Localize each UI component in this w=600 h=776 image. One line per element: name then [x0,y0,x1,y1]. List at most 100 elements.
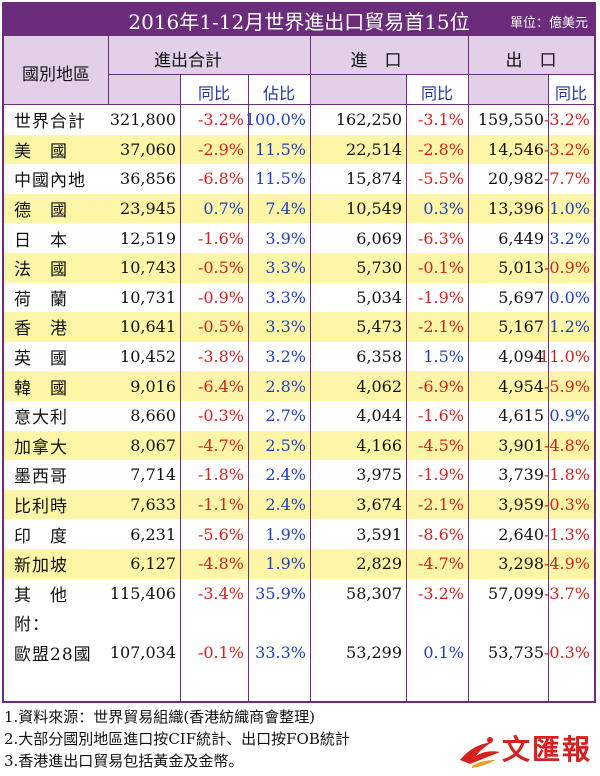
header-total-cell [108,36,310,74]
cell-imp: 22,514 [346,139,402,159]
cell-imp: 2,829 [356,554,402,574]
table-row: 日 本 12,519 -1.6% 3.9% 6,069 -6.3% 6,449 3.2% [4,223,594,253]
header-exports: 出 口 [505,51,557,71]
cell-imp: 6,069 [356,228,402,248]
cell-name: 歐盟28國 [14,645,92,666]
cell-exp: 5,167 [498,317,544,337]
cell-exp-yoy: 1.0% [549,199,590,219]
cell-exp-yoy: -11.0% [533,347,590,367]
table-title: 2016年1-12月世界進出口貿易首15位 [128,10,470,34]
cell-total-yoy: -1.1% [197,495,244,515]
cell-imp: 3,975 [356,465,402,485]
cell-total-yoy: -0.1% [197,643,244,663]
divider [108,36,109,104]
cell-exp: 3,959 [498,495,544,515]
cell-imp-yoy: -5.5% [417,169,464,189]
cell-total: 115,406 [109,583,176,603]
cell-exp-yoy: 1.2% [549,317,590,337]
cell-share: 3.9% [265,228,306,248]
cell-imp-yoy: -6.9% [417,376,464,396]
cell-share: 2.5% [265,435,306,455]
cell-share: 3.2% [265,347,306,367]
cell-imp: 4,062 [356,376,402,396]
newspaper-logo: 文匯報 [454,726,600,772]
table-row: 世界合計 321,800 -3.2% 100.0% 162,250 -3.1% 159,55… [4,105,594,135]
cell-total: 23,945 [120,199,176,219]
cell-imp-yoy: -4.5% [417,435,464,455]
bird-logo-icon [460,737,500,768]
table-row: 中國內地 36,856 -6.8% 11.5% 15,874 -5.5% 20,982 -7.… [4,164,594,194]
table-row: 印 度 6,231 -5.6% 1.9% 3,591 -8.6% 2,640 -1.3% [4,519,594,549]
cell-total: 36,856 [120,169,176,189]
divider [108,74,594,75]
cell-imp: 10,549 [346,199,402,219]
cell-name: 意大利 [14,408,68,429]
table-row: 歐盟28國 107,034 -0.1% 33.3% 53,299 0.1% 53,735 -0… [4,638,594,668]
cell-total: 10,452 [120,347,176,367]
cell-exp: 5,697 [498,287,544,307]
cell-share: 1.9% [265,524,306,544]
cell-share: 100.0% [244,110,306,130]
cell-exp-yoy: -0.3% [543,643,590,663]
table-row: 韓 國 9,016 -6.4% 2.8% 4,062 -6.9% 4,954 -5.9% [4,371,594,401]
cell-total: 7,714 [130,465,176,485]
cell-share: 11.5% [255,169,306,189]
cell-name: 附： [14,615,50,636]
cell-exp: 3,739 [498,465,544,485]
cell-share: 3.3% [265,287,306,307]
cell-share: 7.4% [265,199,306,219]
divider [4,104,594,105]
cell-total: 12,519 [120,228,176,248]
cell-name: 加拿大 [14,437,68,458]
header-imports-sub-blank [310,74,406,104]
cell-total: 10,731 [120,287,176,307]
cell-name: 美 國 [14,141,68,162]
cell-imp: 162,250 [335,110,402,130]
cell-total-yoy: -0.9% [197,287,244,307]
header-total: 進出合計 [154,51,222,71]
cell-imp-yoy: -6.3% [417,228,464,248]
cell-exp: 6,449 [498,228,544,248]
cell-exp-yoy: -1.3% [543,524,590,544]
header-region-cell [4,36,108,104]
cell-exp: 57,099 [488,583,544,603]
cell-imp-yoy: -3.2% [417,583,464,603]
cell-exp-yoy: -0.9% [543,258,590,278]
cell-imp-yoy: -8.6% [417,524,464,544]
cell-name: 中國內地 [14,171,86,192]
cell-exp-yoy: -5.9% [543,376,590,396]
cell-imp-yoy: -2.1% [417,317,464,337]
header-imports: 進 口 [350,51,402,71]
cell-exp: 5,013 [498,258,544,278]
table-row: 法 國 10,743 -0.5% 3.3% 5,730 -0.1% 5,013 -0.9% [4,253,594,283]
cell-name: 印 度 [14,526,68,547]
cell-share: 33.3% [255,643,306,663]
cell-total-yoy: -1.8% [197,465,244,485]
divider [468,36,469,702]
cell-exp-yoy: -0.3% [543,495,590,515]
cell-imp: 15,874 [346,169,402,189]
cell-total: 8,660 [130,406,176,426]
cell-total: 37,060 [120,139,176,159]
cell-name: 荷 蘭 [14,289,68,310]
cell-total: 9,016 [130,376,176,396]
table-row: 墨西哥 7,714 -1.8% 2.4% 3,975 -1.9% 3,739 -1.8% [4,460,594,490]
cell-total: 10,743 [120,258,176,278]
cell-total-yoy: -1.6% [197,228,244,248]
cell-exp-yoy: 0.9% [549,406,590,426]
cell-name: 法 國 [14,260,68,281]
cell-imp: 5,473 [356,317,402,337]
cell-total-yoy: -0.3% [197,406,244,426]
cell-imp-yoy: -2.8% [417,139,464,159]
footnote: 1.資料來源：世界貿易組織(香港紡織商會整理) [4,708,316,726]
cell-total-yoy: -6.8% [197,169,244,189]
cell-total-yoy: -3.4% [197,583,244,603]
cell-name: 日 本 [14,230,68,251]
cell-share: 3.3% [265,258,306,278]
cell-total-yoy: -2.9% [197,139,244,159]
cell-exp: 3,298 [498,554,544,574]
cell-exp-yoy: -4.9% [543,554,590,574]
header-exports-cell [468,36,594,74]
cell-imp: 3,674 [356,495,402,515]
cell-imp-yoy: -1.6% [417,406,464,426]
